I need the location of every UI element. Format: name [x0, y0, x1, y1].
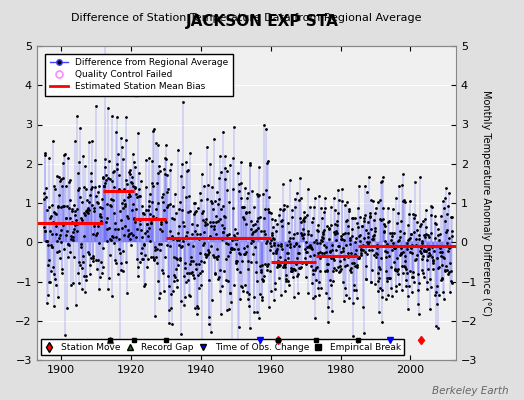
- Y-axis label: Monthly Temperature Anomaly Difference (°C): Monthly Temperature Anomaly Difference (…: [481, 90, 491, 316]
- Legend: Station Move, Record Gap, Time of Obs. Change, Empirical Break: Station Move, Record Gap, Time of Obs. C…: [41, 339, 405, 356]
- Text: JACKSON EXP STA: JACKSON EXP STA: [185, 14, 339, 29]
- Title: Difference of Station Temperature Data from Regional Average: Difference of Station Temperature Data f…: [71, 13, 421, 23]
- Text: Berkeley Earth: Berkeley Earth: [432, 386, 508, 396]
